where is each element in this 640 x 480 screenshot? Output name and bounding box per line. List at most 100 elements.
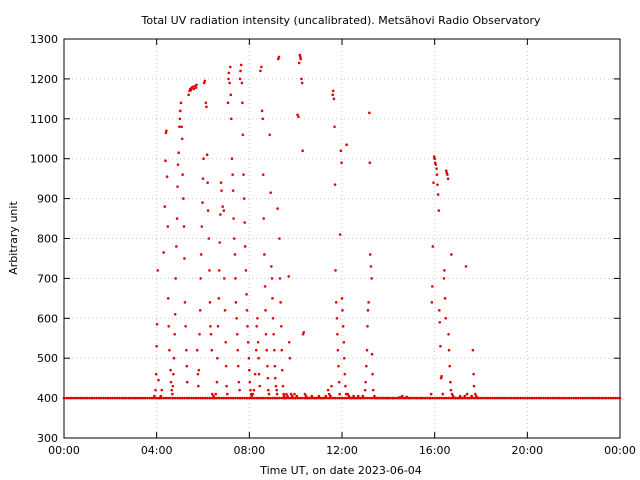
data-point <box>217 297 221 300</box>
data-point <box>215 380 219 384</box>
data-point <box>352 394 355 398</box>
data-point <box>331 89 335 93</box>
y-axis-label: Arbitrary unit <box>7 201 20 275</box>
data-point <box>437 209 441 212</box>
data-point <box>461 396 464 400</box>
data-point <box>382 396 386 400</box>
data-point <box>449 380 452 384</box>
data-point <box>208 301 212 304</box>
data-point <box>224 340 228 344</box>
data-point <box>257 356 260 360</box>
data-point <box>338 392 341 396</box>
data-point <box>326 388 330 392</box>
data-point <box>436 193 440 196</box>
data-point <box>226 392 229 396</box>
data-point <box>356 394 360 398</box>
baseline-point <box>449 396 453 400</box>
data-point <box>154 388 157 392</box>
data-point <box>277 55 281 59</box>
data-point <box>294 396 297 400</box>
baseline-point <box>97 396 101 400</box>
data-point <box>282 392 285 396</box>
data-point <box>155 322 159 326</box>
data-point <box>195 83 198 87</box>
baseline-point <box>180 396 184 400</box>
data-point <box>171 392 174 396</box>
data-point <box>234 277 237 280</box>
baseline-point <box>616 396 619 400</box>
data-point <box>176 185 179 188</box>
data-point <box>205 105 208 109</box>
data-point <box>202 81 206 85</box>
data-point <box>387 396 390 400</box>
baseline-point <box>586 396 589 400</box>
data-point <box>198 332 201 336</box>
baseline-point <box>556 396 559 400</box>
baseline-point <box>95 396 98 400</box>
baseline-point <box>440 396 443 400</box>
baseline-point <box>479 396 483 400</box>
baseline-point <box>85 396 89 400</box>
data-point <box>280 324 283 328</box>
baseline-point <box>92 396 96 400</box>
data-point <box>236 364 240 368</box>
data-point <box>472 372 475 376</box>
data-point <box>164 131 168 135</box>
data-point <box>229 65 232 69</box>
data-point <box>250 394 253 398</box>
data-point <box>273 376 277 380</box>
data-point <box>281 384 285 388</box>
data-point <box>194 86 198 89</box>
baseline-point <box>609 396 613 400</box>
data-point <box>257 372 261 376</box>
data-point <box>341 309 344 312</box>
baseline-point <box>523 396 527 400</box>
baseline-point <box>433 396 436 400</box>
baseline-point <box>257 396 260 400</box>
data-point <box>463 394 467 398</box>
data-point <box>203 79 207 83</box>
data-point <box>396 396 399 400</box>
data-point <box>244 269 248 272</box>
baseline-point <box>570 396 573 400</box>
baseline-point <box>565 396 569 400</box>
baseline-point <box>614 396 617 400</box>
data-point <box>304 394 308 398</box>
data-point <box>248 380 252 384</box>
data-point <box>229 117 233 121</box>
baseline-point <box>526 396 529 400</box>
data-point <box>371 372 374 376</box>
baseline-point <box>400 396 404 400</box>
data-point <box>200 225 204 228</box>
baseline-point <box>122 396 126 400</box>
data-point <box>228 81 231 85</box>
baseline-point <box>389 396 392 400</box>
baseline-point <box>178 396 182 400</box>
baseline-point <box>65 396 68 400</box>
baseline-point <box>338 396 341 400</box>
data-point <box>202 157 205 160</box>
data-point <box>468 396 471 400</box>
data-point <box>178 125 181 129</box>
data-point <box>169 368 172 372</box>
data-point <box>431 245 435 248</box>
data-point <box>197 384 200 388</box>
baseline-point <box>512 396 515 400</box>
data-point <box>240 81 244 85</box>
baseline-point <box>537 396 541 400</box>
baseline-point <box>296 396 300 400</box>
baseline-point <box>558 396 562 400</box>
baseline-point <box>210 396 214 400</box>
data-point <box>172 356 176 360</box>
baseline-point <box>542 396 545 400</box>
baseline-point <box>426 396 430 400</box>
data-point <box>180 137 184 141</box>
y-tick-label: 1000 <box>30 153 58 166</box>
data-point <box>271 317 275 320</box>
baseline-point <box>368 396 372 400</box>
data-point <box>275 392 279 396</box>
baseline-point <box>486 396 490 400</box>
data-point <box>444 169 448 172</box>
data-point <box>444 317 448 320</box>
data-point <box>248 368 251 372</box>
